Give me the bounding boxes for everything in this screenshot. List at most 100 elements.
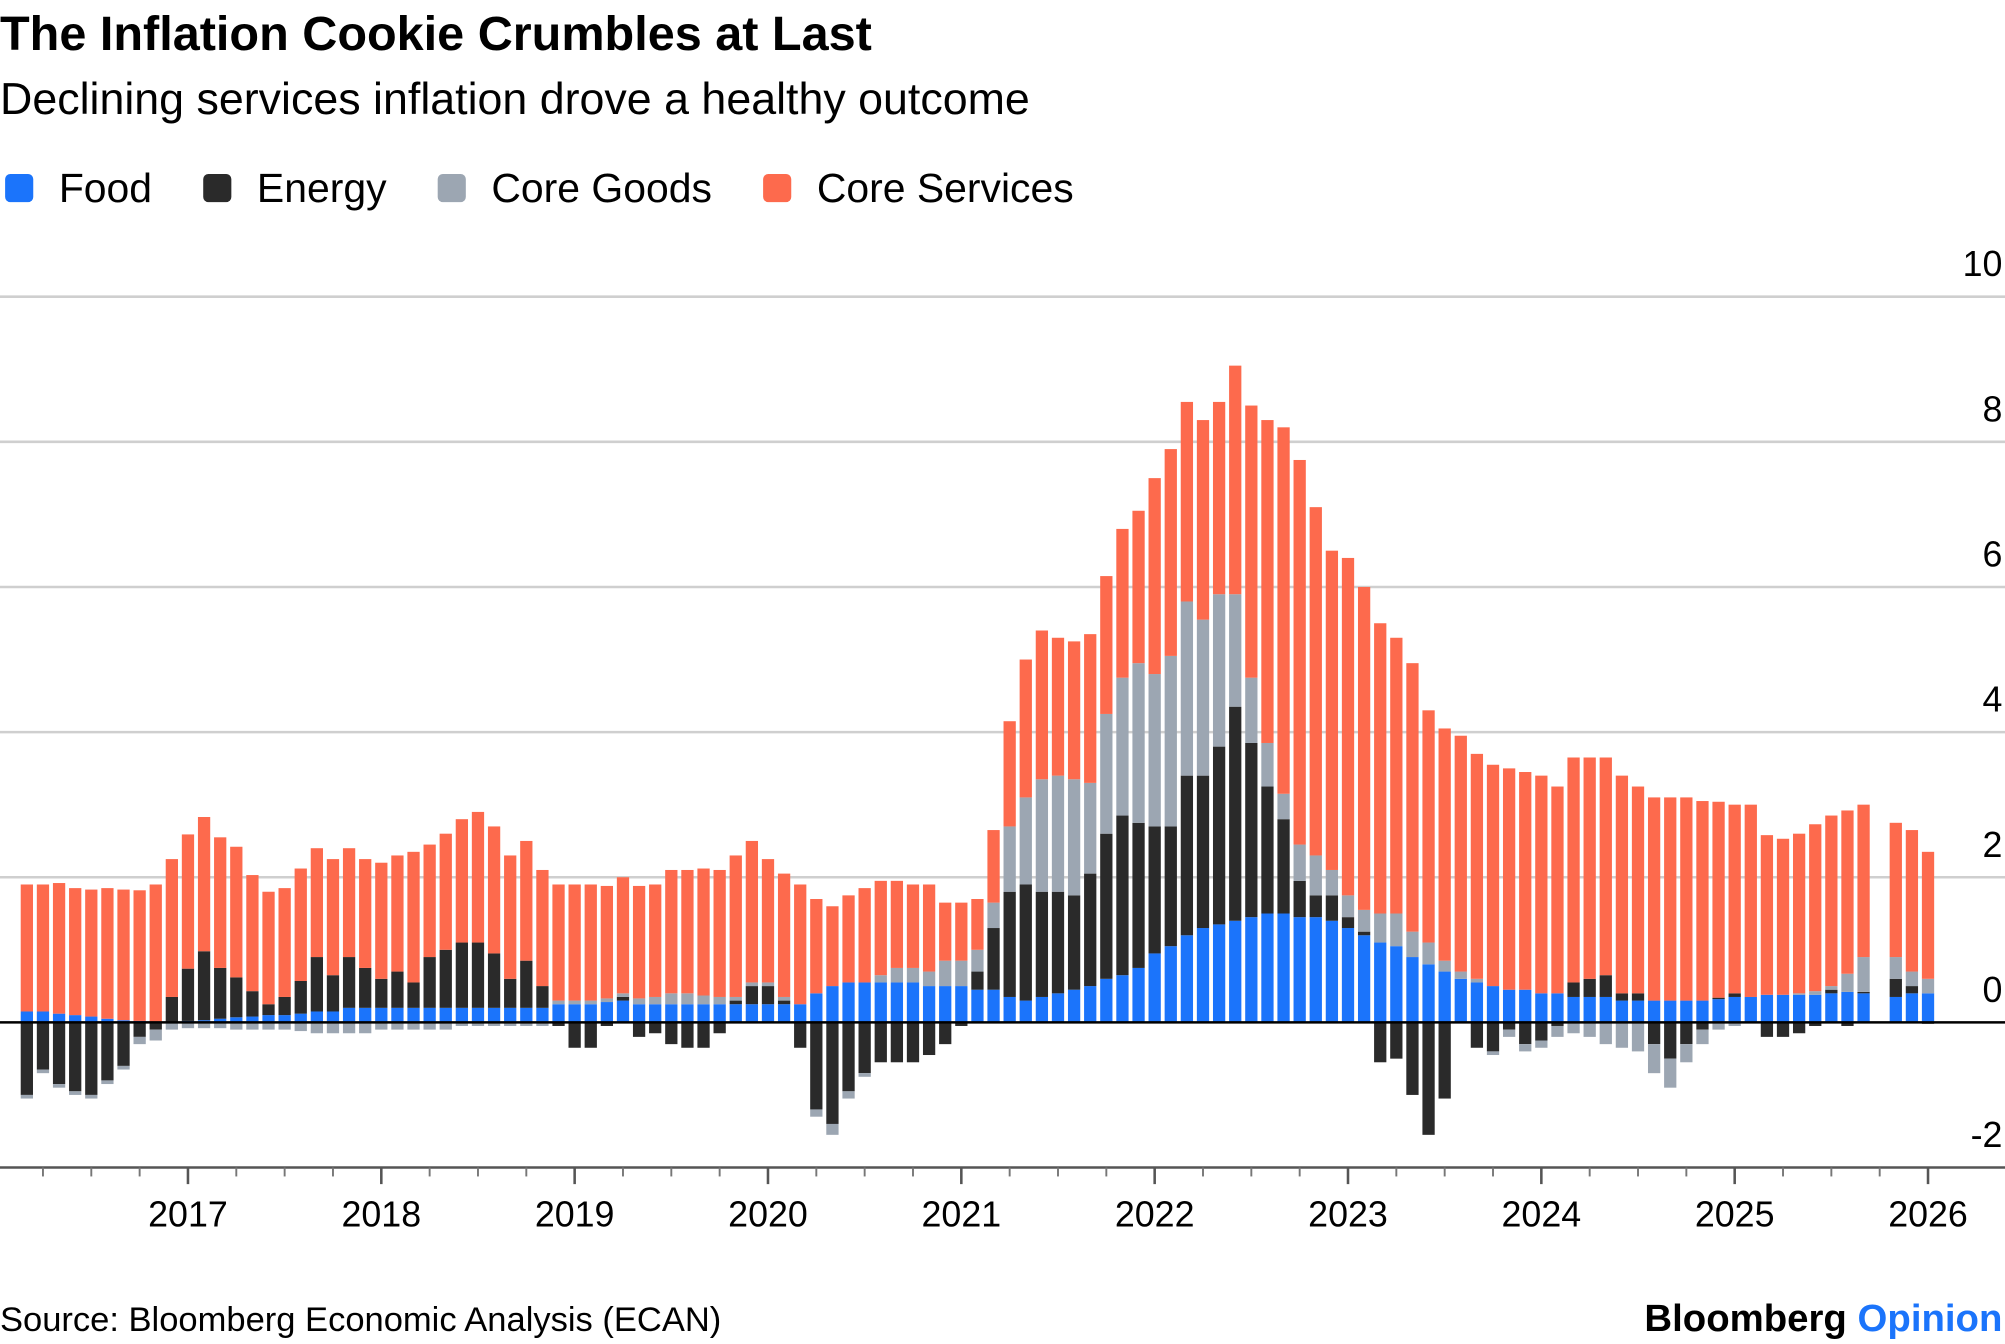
bar-segment (1309, 855, 1322, 896)
bar-segment (536, 1007, 549, 1023)
bar-segment (262, 891, 275, 1005)
y-tick-label: 0 (1983, 970, 2003, 1010)
bar-segment (20, 1022, 33, 1095)
bar-segment (616, 993, 630, 997)
bar-segment (165, 859, 178, 997)
bar-segment (1776, 838, 1790, 995)
bar-segment (1100, 713, 1113, 834)
bar-segment (1374, 623, 1387, 914)
bar-segment (262, 1015, 275, 1023)
bar-segment (85, 1094, 98, 1099)
bar-segment (616, 877, 630, 994)
bar-segment (1212, 924, 1226, 1023)
bar-segment (423, 1022, 436, 1030)
bar-segment (149, 1022, 162, 1030)
bar-segment (359, 967, 372, 1008)
bar-segment (713, 996, 726, 1005)
bar-segment (1567, 982, 1580, 997)
bar-segment (1164, 826, 1177, 947)
bar-segment (1454, 971, 1467, 979)
bar-segment (165, 1022, 178, 1030)
bar-segment (1116, 815, 1129, 976)
bar-segment (1325, 869, 1339, 896)
bar-segment (1019, 797, 1032, 885)
legend: Food Energy Core Goods Core Services (5, 165, 1074, 211)
bar-segment (504, 855, 517, 979)
legend-swatch (203, 173, 232, 203)
bar-segment (36, 1011, 50, 1023)
bar-segment (359, 1007, 372, 1023)
bar-segment (1712, 1022, 1725, 1030)
bar-segment (1148, 478, 1161, 675)
bar-segment (1100, 576, 1113, 714)
bar-segment (133, 1022, 146, 1037)
bar-segment (1825, 993, 1838, 1023)
bar-segment (1519, 772, 1532, 990)
bar-segment (890, 982, 904, 1023)
bar-segment (423, 844, 436, 958)
bar-segment (1809, 1022, 1822, 1026)
bar-segment (1486, 986, 1500, 1023)
bar-segment (1728, 996, 1741, 1023)
bar-segment (1583, 757, 1596, 979)
bar-segment (987, 830, 1000, 903)
bar-segment (1341, 917, 1355, 929)
bar-segment (439, 1022, 452, 1030)
bar-segment (1164, 946, 1177, 1023)
bar-segment (1422, 1022, 1435, 1135)
bar-segment (36, 884, 50, 1012)
bar-segment (1116, 528, 1129, 678)
bar-segment (826, 986, 839, 1023)
bar-segment (520, 960, 533, 1008)
bar-segment (600, 1022, 614, 1026)
bar-segment (246, 1022, 259, 1030)
bar-segment (294, 1013, 307, 1023)
bar-segment (1905, 986, 1919, 994)
bar-segment (69, 1022, 82, 1092)
bar-segment (1357, 909, 1371, 932)
bar-segment (568, 884, 581, 1001)
bar-segment (1390, 913, 1403, 947)
bar-segment (568, 1022, 581, 1048)
bar-segment (1680, 1044, 1693, 1063)
bar-segment (85, 1016, 98, 1023)
bar-segment (278, 1022, 291, 1030)
bar-segment (1502, 1029, 1516, 1037)
bar-segment (1132, 663, 1145, 823)
bar-segment (1229, 706, 1242, 921)
bar-segment (1196, 420, 1210, 620)
bar-segment (310, 1011, 323, 1023)
bar-segment (1438, 971, 1451, 1023)
bar-segment (1664, 797, 1677, 1001)
bar-segment (1438, 1022, 1451, 1099)
bar-segment (471, 811, 485, 943)
bar-segment (536, 869, 549, 987)
bar-segment (1067, 895, 1081, 990)
bar-segment (939, 986, 952, 1023)
bar-segment (1486, 764, 1500, 987)
bar-segment (1293, 459, 1306, 845)
bar-segment (955, 1022, 968, 1026)
bar-segment (1261, 913, 1274, 1023)
bar-segment (858, 1073, 871, 1077)
bar-segment (1841, 973, 1854, 992)
bar-segment (1551, 1025, 1564, 1037)
bar-segment (1857, 957, 1870, 992)
bar-segment (681, 869, 694, 994)
bar-segment (262, 1022, 275, 1030)
bar-segment (810, 1022, 823, 1110)
bar-segment (1486, 1051, 1500, 1056)
bar-segment (1631, 1022, 1645, 1052)
bar-segment (1341, 928, 1355, 1023)
bar-segment (520, 1022, 533, 1026)
bar-segment (520, 840, 533, 961)
bar-segment (1470, 1022, 1484, 1048)
bar-segment (1809, 994, 1822, 1023)
bar-segment (649, 996, 662, 1005)
x-tick-label: 2023 (1308, 1194, 1388, 1234)
bar-segment (1422, 710, 1435, 943)
bar-segment (1889, 822, 1902, 958)
bar-segment (1889, 996, 1902, 1023)
bar-segment (906, 884, 920, 968)
